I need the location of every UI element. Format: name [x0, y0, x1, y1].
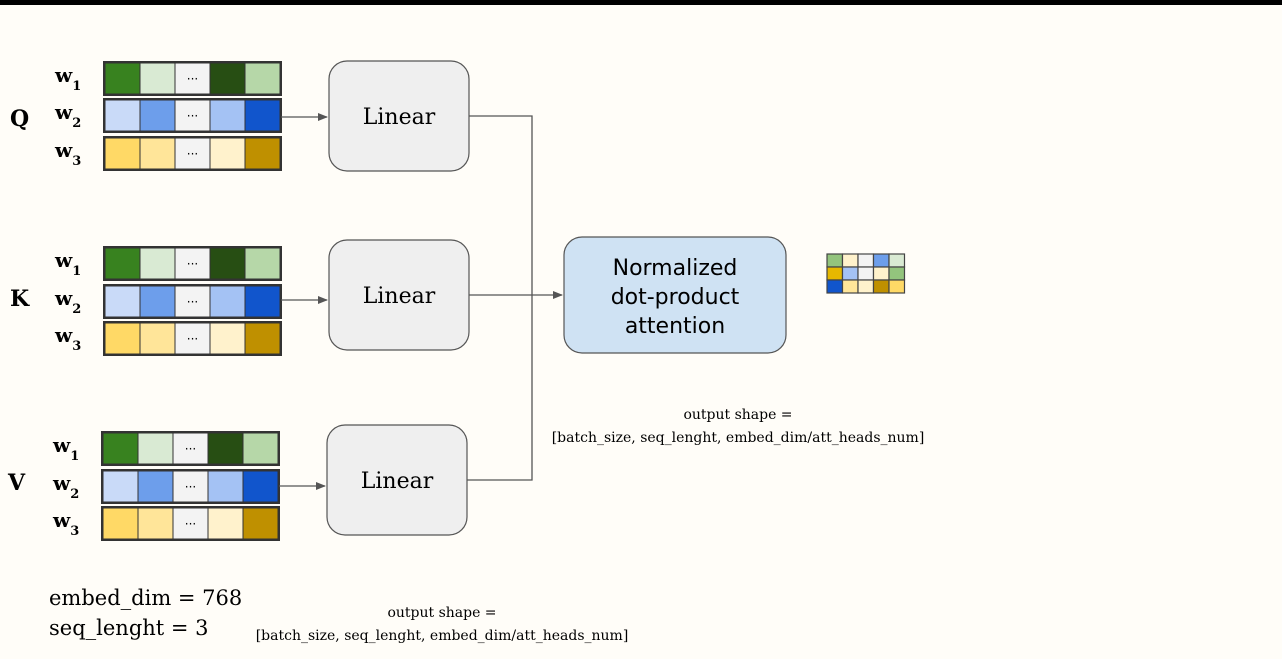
ellipsis-label: ... [185, 514, 196, 528]
input-label-v: V [7, 470, 26, 496]
output-shape-2-line-1: output shape = [387, 605, 496, 621]
vector-cell [140, 138, 175, 169]
vector-cell [245, 286, 280, 317]
vector-cell [105, 248, 140, 279]
output-cell [843, 267, 859, 280]
vector-cell [210, 286, 245, 317]
ellipsis-label: ... [187, 69, 198, 83]
vector-cell [140, 248, 175, 279]
input-label-k: K [10, 286, 30, 312]
ellipsis-label: ... [187, 329, 198, 343]
inputs-layer: Qw1... w2... w3... Kw1... w2... w3... Vw1... w2… [7, 62, 281, 540]
output-cell [889, 280, 905, 293]
vector-cell [208, 508, 243, 539]
ellipsis-label: ... [187, 254, 198, 268]
output-cell [874, 280, 890, 293]
vector-cell [140, 286, 175, 317]
vector-cell [243, 508, 278, 539]
output-cell [827, 267, 843, 280]
vector-cell [103, 433, 138, 464]
row-label-v-2: w2 [52, 471, 79, 502]
vector-cell [138, 471, 173, 502]
ellipsis-label: ... [187, 292, 198, 306]
input-group-v: Vw1... w2... w3... [7, 432, 279, 540]
vector-cell [210, 63, 245, 94]
vector-cell [140, 323, 175, 354]
ellipsis-label: ... [187, 106, 198, 120]
output-cell [858, 254, 874, 267]
seq-length-label: seq_lenght = 3 [49, 616, 209, 640]
connector-q [469, 116, 532, 295]
vector-cell [245, 100, 280, 131]
vector-cell [245, 248, 280, 279]
output-cell [874, 267, 890, 280]
output-cell [843, 254, 859, 267]
vector-cell [245, 63, 280, 94]
vector-cell [105, 323, 140, 354]
vector-cell [208, 433, 243, 464]
row-label-q-1: w1 [54, 63, 81, 94]
vector-cell [210, 323, 245, 354]
input-label-q: Q [10, 106, 29, 132]
output-cell [874, 254, 890, 267]
linear-label-v: Linear [361, 469, 434, 494]
attention-line-2: dot-product [611, 285, 740, 310]
output-cell [889, 254, 905, 267]
ellipsis-label: ... [185, 477, 196, 491]
output-cell [827, 254, 843, 267]
output-shape-2-line-2: [batch_size, seq_lenght, embed_dim/att_h… [256, 628, 629, 644]
linear-box-v[interactable]: Linear [327, 425, 467, 535]
row-label-q-3: w3 [54, 138, 81, 169]
vector-cell [245, 138, 280, 169]
attention-line-3: attention [625, 314, 725, 339]
vector-cell [138, 508, 173, 539]
ellipsis-label: ... [187, 144, 198, 158]
output-grid [827, 254, 905, 293]
vector-cell [105, 100, 140, 131]
embed-dim-label: embed_dim = 768 [49, 586, 242, 610]
output-cell [843, 280, 859, 293]
vector-cell [140, 63, 175, 94]
ellipsis-label: ... [185, 439, 196, 453]
output-shape-1-line-1: output shape = [683, 407, 792, 423]
input-group-q: Qw1... w2... w3... [10, 62, 281, 170]
row-label-q-2: w2 [54, 100, 81, 131]
vector-cell [103, 508, 138, 539]
row-label-v-1: w1 [52, 433, 79, 464]
output-cell [858, 267, 874, 280]
vector-cell [105, 138, 140, 169]
vector-cell [105, 63, 140, 94]
row-label-k-1: w1 [54, 248, 81, 279]
row-label-k-3: w3 [54, 323, 81, 354]
vector-cell [208, 471, 243, 502]
vector-cell [210, 248, 245, 279]
vector-cell [243, 433, 278, 464]
output-cell [858, 280, 874, 293]
linear-label-k: Linear [363, 284, 436, 309]
linear-label-q: Linear [363, 105, 436, 130]
row-label-k-2: w2 [54, 286, 81, 317]
vector-cell [210, 100, 245, 131]
vector-cell [103, 471, 138, 502]
linear-box-q[interactable]: Linear [329, 61, 469, 171]
vector-cell [245, 323, 280, 354]
vector-cell [210, 138, 245, 169]
vector-cell [138, 433, 173, 464]
linear-box-k[interactable]: Linear [329, 240, 469, 350]
attention-box[interactable]: Normalized dot-product attention [564, 237, 786, 353]
vector-cell [243, 471, 278, 502]
vector-cell [140, 100, 175, 131]
attention-line-1: Normalized [613, 256, 738, 281]
connector-v [467, 295, 532, 480]
row-label-v-3: w3 [52, 508, 79, 539]
vector-cell [105, 286, 140, 317]
input-group-k: Kw1... w2... w3... [10, 247, 281, 355]
output-cell [827, 280, 843, 293]
output-shape-1-line-2: [batch_size, seq_lenght, embed_dim/att_h… [552, 430, 925, 446]
output-cell [889, 267, 905, 280]
